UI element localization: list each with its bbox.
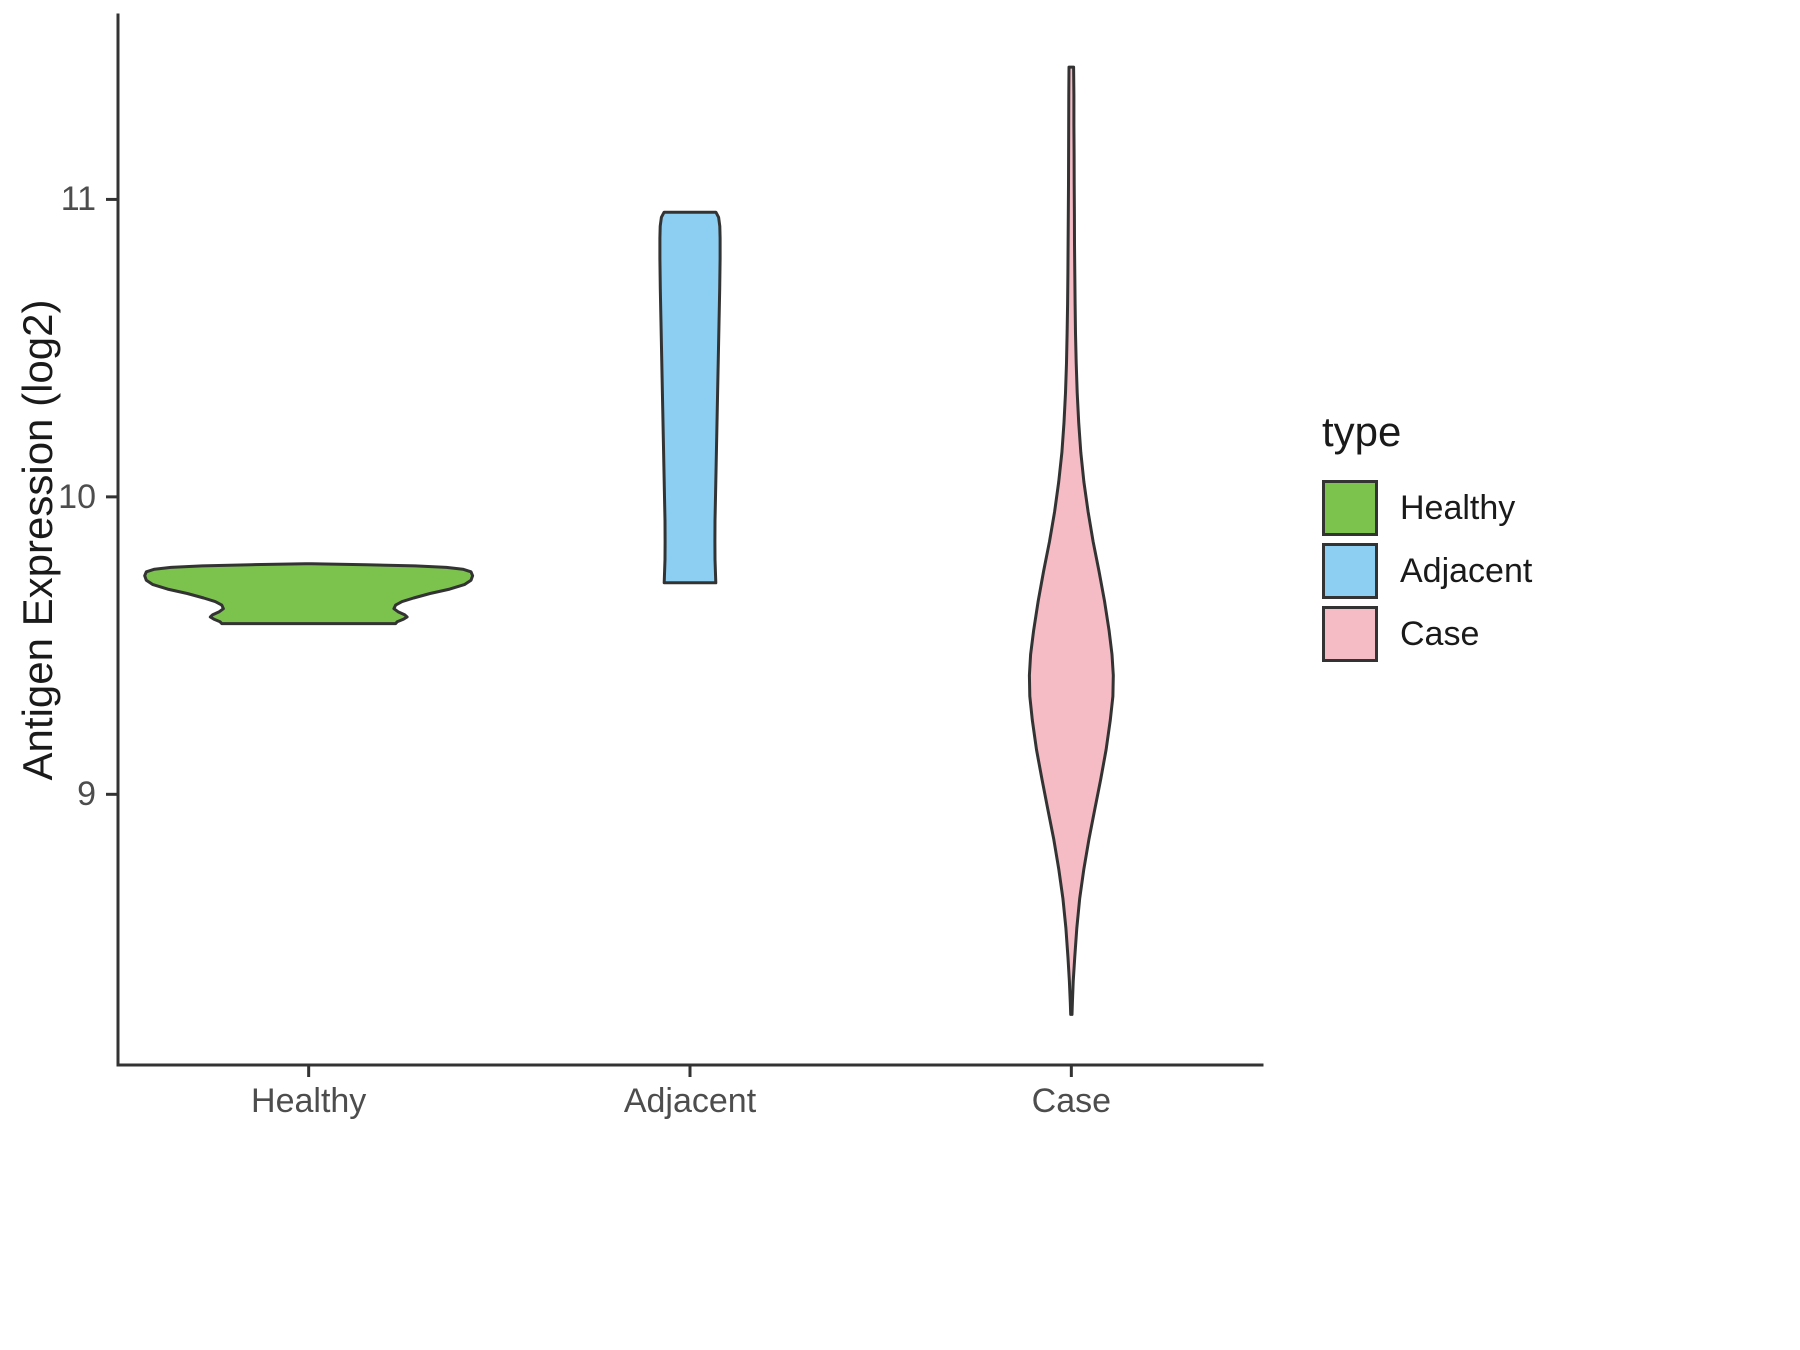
legend-items: Healthy Adjacent Case (1322, 480, 1532, 662)
legend-swatch-adjacent (1322, 543, 1378, 599)
legend-swatch-case (1322, 606, 1378, 662)
legend-item-case: Case (1322, 606, 1532, 662)
x-tick-label-adjacent: Adjacent (623, 1082, 757, 1120)
y-tick-label: 9 (77, 775, 96, 814)
legend-swatch-healthy (1322, 480, 1378, 536)
y-tick-label: 11 (60, 180, 96, 219)
y-tick-label: 10 (58, 477, 96, 516)
legend-label-healthy: Healthy (1400, 488, 1516, 527)
x-tick-label-case: Case (1031, 1082, 1112, 1120)
legend-label-case: Case (1400, 614, 1480, 653)
y-axis-title: Antigen Expression (log2) (14, 299, 61, 781)
legend-item-adjacent: Adjacent (1322, 543, 1532, 599)
violin-case (1027, 65, 1115, 1016)
violin-healthy (143, 562, 475, 626)
violin-adjacent (658, 210, 722, 585)
axis-lines (116, 13, 1264, 1067)
x-tick-label-healthy: Healthy (251, 1082, 367, 1120)
legend-item-healthy: Healthy (1322, 480, 1532, 536)
legend: type Healthy Adjacent Case (1322, 408, 1532, 669)
legend-title: type (1322, 408, 1402, 455)
legend-label-adjacent: Adjacent (1400, 551, 1533, 590)
